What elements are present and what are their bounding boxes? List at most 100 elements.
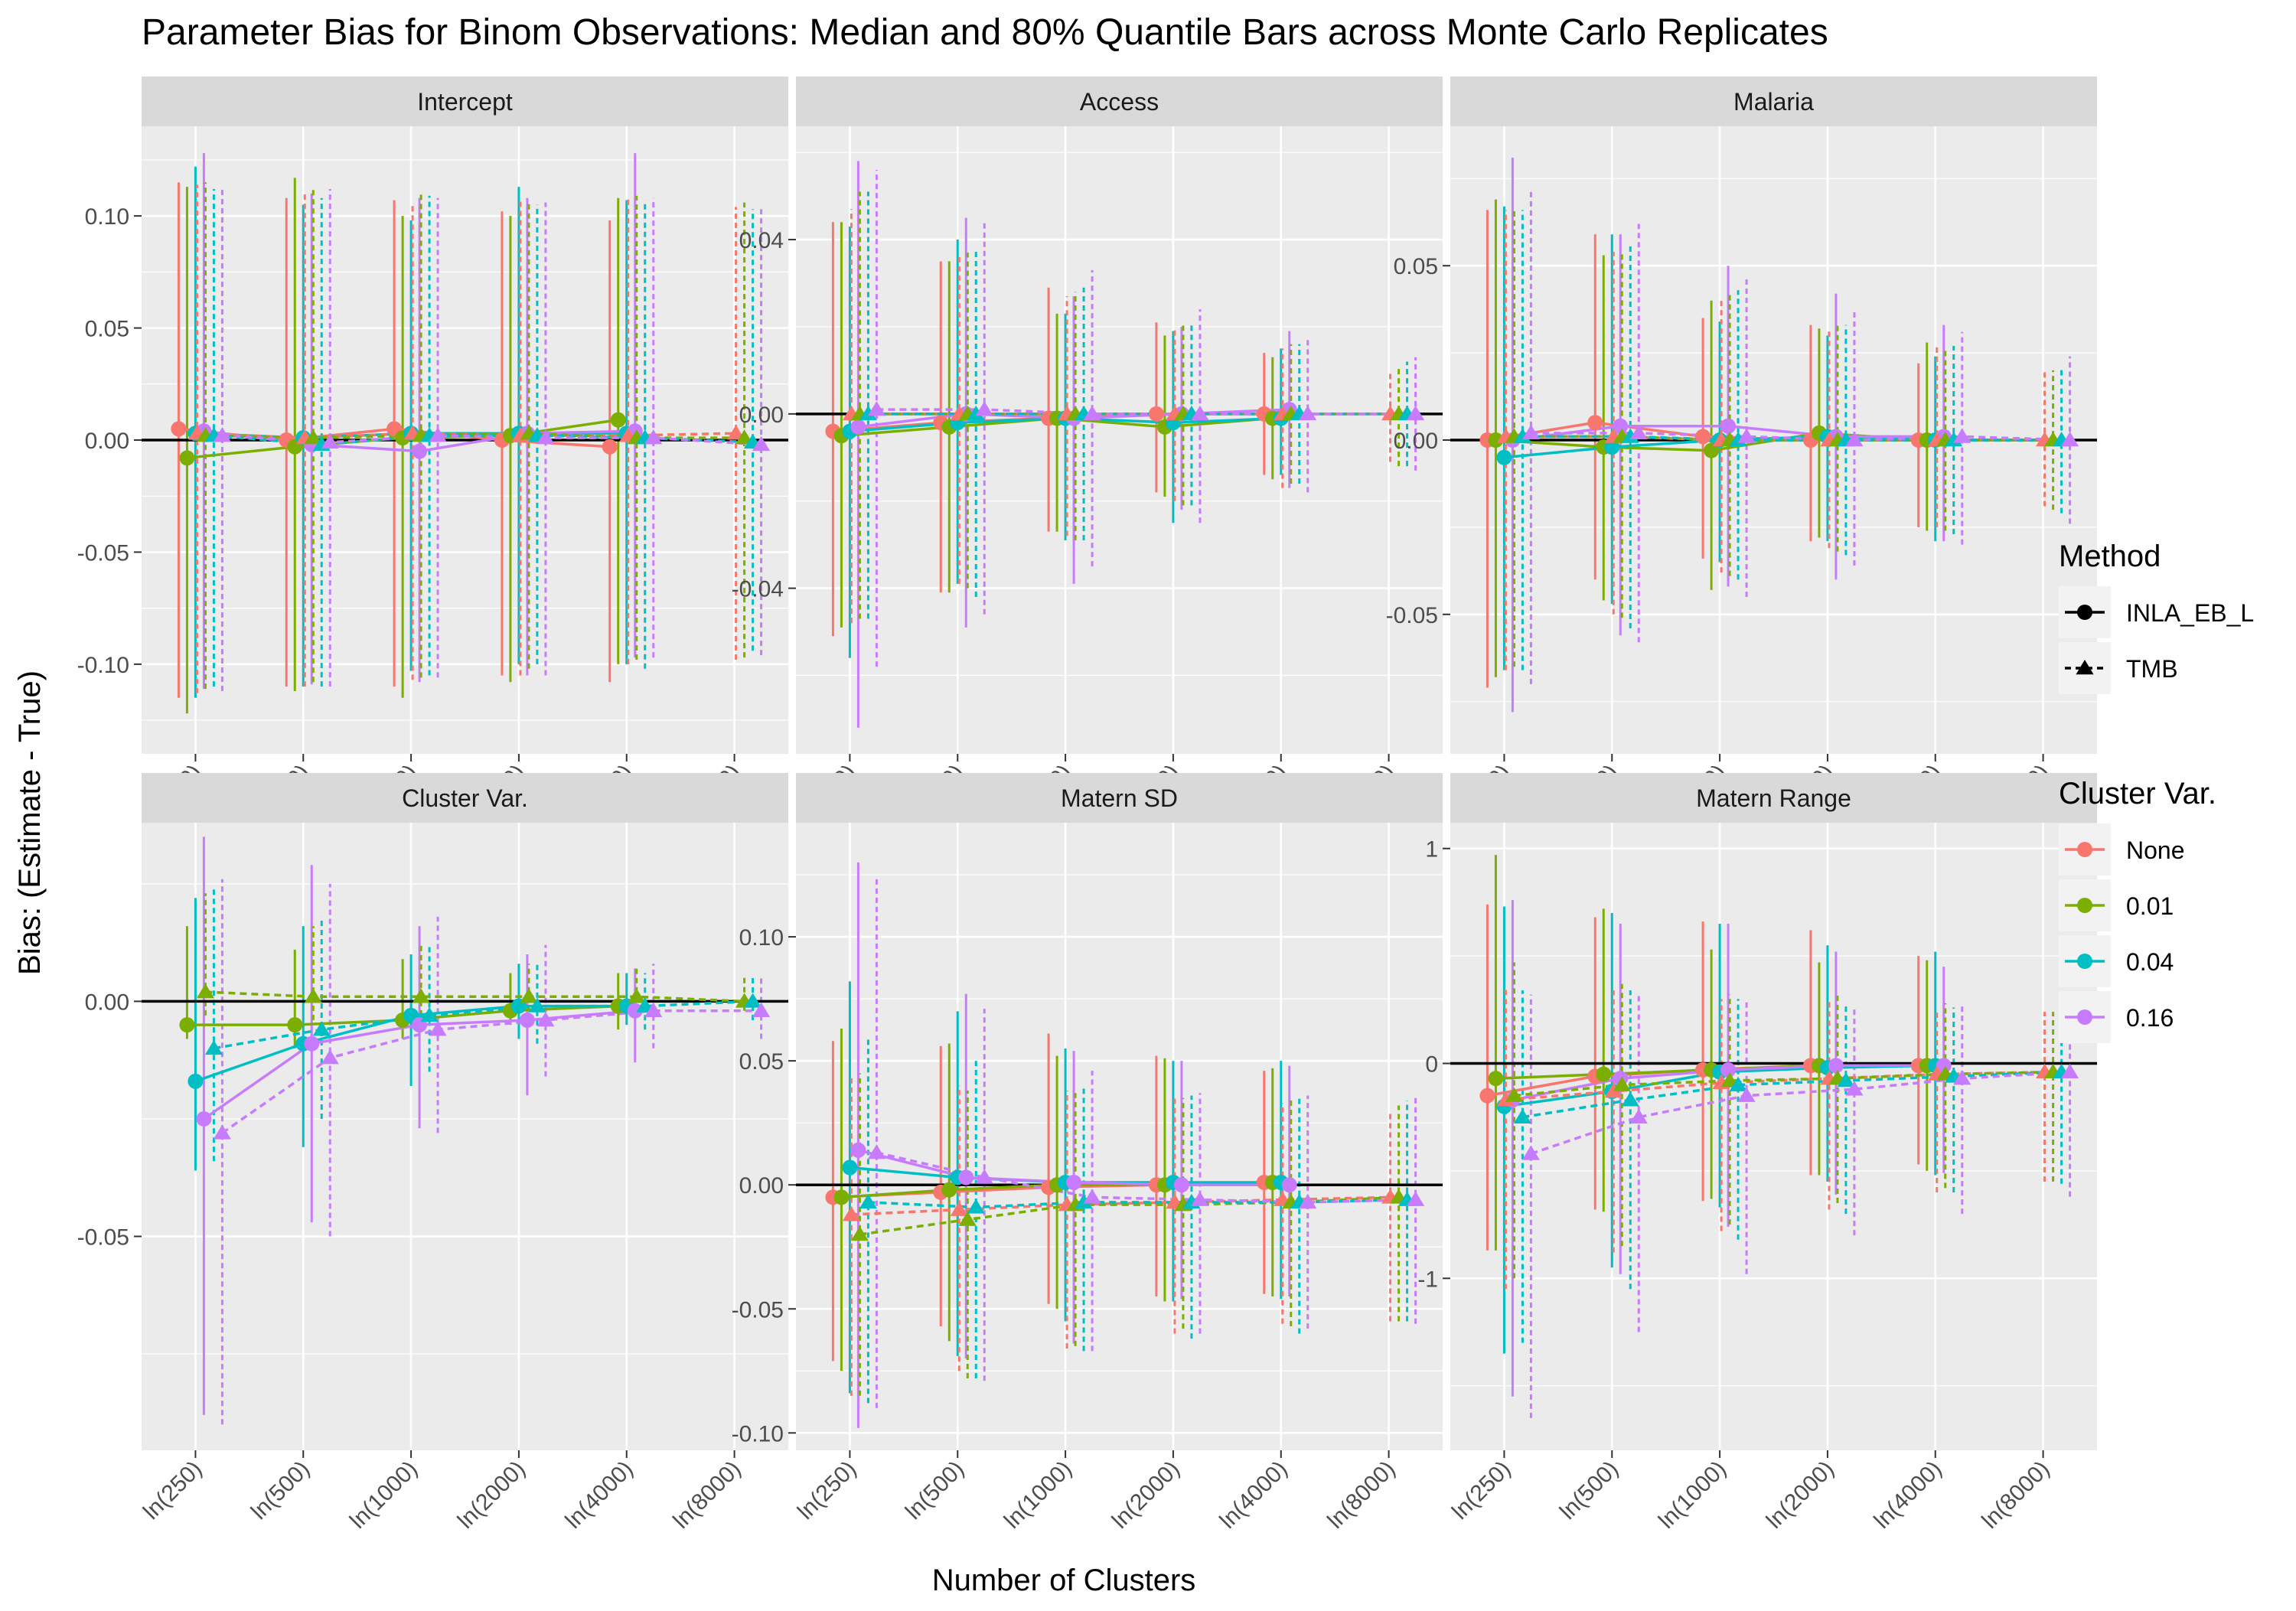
median-point xyxy=(1191,405,1209,421)
legend-cluster-label: 0.04 xyxy=(2126,948,2174,976)
y-tick-label: -0.04 xyxy=(732,577,784,602)
panel-background xyxy=(142,823,788,1450)
median-line xyxy=(222,434,762,446)
panel-title: Matern SD xyxy=(1061,784,1178,812)
y-tick-label: 0.00 xyxy=(85,990,129,1015)
median-point xyxy=(859,405,877,421)
median-point xyxy=(950,1201,968,1216)
legend-shape-key xyxy=(2076,660,2094,675)
median-point xyxy=(528,997,546,1013)
median-point xyxy=(867,401,885,416)
legend-color-key xyxy=(2077,898,2092,913)
median-line xyxy=(221,1009,762,1134)
median-point xyxy=(967,1198,985,1214)
median-point xyxy=(1695,429,1711,445)
legend-method-label: TMB xyxy=(2126,655,2178,683)
median-line xyxy=(868,1198,1407,1209)
panels: Intercept-0.10-0.050.000.050.10ln(250)ln… xyxy=(77,77,2097,1534)
median-point xyxy=(842,1206,860,1221)
median-point xyxy=(536,429,555,445)
median-point xyxy=(628,988,646,1003)
median-point xyxy=(287,1017,303,1033)
y-tick-label: -0.05 xyxy=(732,1297,784,1322)
y-tick-label: -0.10 xyxy=(732,1421,784,1446)
y-tick-label: 0.00 xyxy=(739,1173,784,1198)
median-point xyxy=(1613,418,1629,434)
median-point xyxy=(1299,1193,1317,1209)
median-point xyxy=(867,1144,885,1159)
median-point xyxy=(412,988,430,1003)
median-point xyxy=(1075,1193,1093,1209)
median-point xyxy=(213,1124,231,1140)
median-point xyxy=(536,1011,555,1027)
median-point xyxy=(429,427,447,442)
y-tick-label: 0.05 xyxy=(1394,254,1438,279)
median-point xyxy=(752,1002,771,1017)
median-line xyxy=(1522,1071,2062,1119)
panel-title: Cluster Var. xyxy=(402,784,528,812)
median-point xyxy=(1083,1189,1101,1204)
median-point xyxy=(188,1073,204,1089)
median-point xyxy=(1479,1088,1495,1104)
median-point xyxy=(1173,1177,1189,1193)
panel-title: Matern Range xyxy=(1696,784,1851,812)
median-line xyxy=(876,408,1416,416)
median-point xyxy=(842,1159,858,1176)
y-tick-label: 0.04 xyxy=(739,228,784,253)
median-point xyxy=(412,443,428,459)
panel-access: Access-0.040.000.04ln(250)ln(500)ln(1000… xyxy=(732,77,1443,837)
legend-method-inla-eb-l: INLA_EB_L xyxy=(2059,586,2254,638)
median-point xyxy=(171,421,187,437)
legend-color-key xyxy=(2077,1009,2092,1025)
median-point xyxy=(420,1006,439,1022)
y-tick-label: 0.05 xyxy=(739,1049,784,1075)
median-point xyxy=(1281,1177,1297,1193)
median-point xyxy=(1596,1066,1612,1082)
median-point xyxy=(196,1110,212,1127)
median-point xyxy=(2061,432,2079,447)
median-point xyxy=(1737,428,1756,443)
median-point xyxy=(304,1035,320,1052)
median-point xyxy=(520,988,538,1003)
median-point xyxy=(1083,405,1101,421)
y-tick-label: 0.00 xyxy=(1394,429,1438,454)
panel-background xyxy=(796,823,1443,1450)
median-point xyxy=(1488,1071,1504,1087)
median-point xyxy=(1191,1191,1209,1206)
median-point xyxy=(752,435,771,452)
median-point xyxy=(735,429,754,445)
median-point xyxy=(602,439,618,455)
y-tick-label: -1 xyxy=(1417,1267,1438,1292)
panel-strip xyxy=(796,773,1443,823)
median-point xyxy=(1729,1076,1747,1091)
legend-cluster-label: 0.01 xyxy=(2126,892,2174,920)
median-point xyxy=(1953,428,1971,443)
median-point xyxy=(636,997,654,1013)
y-tick-label: 0.10 xyxy=(739,925,784,951)
y-tick-label: -0.05 xyxy=(77,540,129,566)
median-point xyxy=(727,425,745,440)
legend-shape-key xyxy=(2077,605,2092,620)
median-point xyxy=(850,1142,866,1158)
y-tick-label: 0.10 xyxy=(85,204,129,230)
median-point xyxy=(1604,439,1620,455)
panel-background xyxy=(1450,823,2097,1450)
panel-strip xyxy=(1450,773,2097,823)
legend-method-tmb: TMB xyxy=(2059,642,2178,694)
median-point xyxy=(179,1017,195,1033)
legend-cluster-none: None xyxy=(2059,823,2185,876)
median-point xyxy=(1299,405,1317,421)
x-axis-title: Number of Clusters xyxy=(932,1564,1196,1597)
y-tick-label: -0.05 xyxy=(1386,603,1438,628)
median-point xyxy=(627,1003,643,1019)
median-point xyxy=(1521,424,1540,440)
y-axis-title: Bias: (Estimate - True) xyxy=(13,670,47,975)
y-tick-label: 0 xyxy=(1425,1052,1438,1078)
median-point xyxy=(321,1049,339,1065)
median-point xyxy=(1148,406,1164,422)
median-point xyxy=(429,1021,447,1036)
median-point xyxy=(1936,1058,1952,1074)
